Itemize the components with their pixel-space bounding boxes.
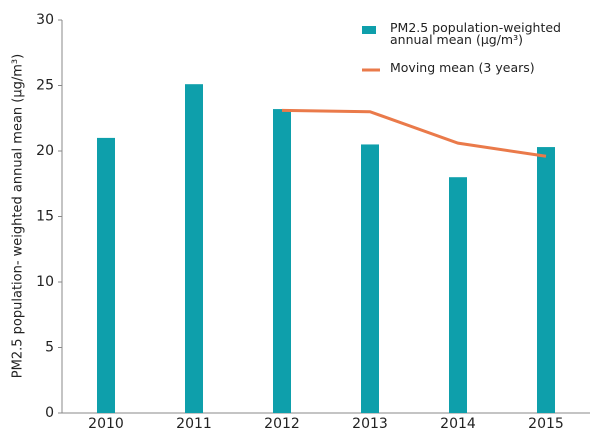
- legend-item: PM2.5 population-weighted annual mean (µ…: [390, 22, 561, 47]
- x-tick-label: 2013: [352, 416, 388, 432]
- y-tick-label: 25: [36, 78, 54, 94]
- bar: [273, 109, 291, 413]
- x-tick-label: 2015: [528, 416, 564, 432]
- x-tick-label: 2014: [440, 416, 476, 432]
- y-tick-label: 5: [45, 340, 54, 356]
- line: [281, 108, 547, 158]
- y-tick-label: 20: [36, 143, 54, 159]
- legend-swatch: [362, 26, 376, 34]
- y-tick-label: 0: [45, 405, 54, 421]
- x-tick-label: 2012: [264, 416, 300, 432]
- legend-label: Moving mean (3 years): [390, 62, 535, 75]
- bar: [185, 84, 203, 413]
- legend-item: Moving mean (3 years): [390, 62, 535, 75]
- bar: [537, 147, 555, 413]
- bar: [97, 137, 115, 413]
- y-axis-label: PM2.5 population- weighted annual mean (…: [11, 54, 26, 378]
- legend-label: PM2.5 population-weighted annual mean (µ…: [390, 22, 561, 47]
- y-tick-label: 15: [36, 209, 54, 225]
- bar: [361, 144, 379, 413]
- y-tick-label: 10: [36, 274, 54, 290]
- bar: [449, 177, 467, 413]
- x-tick-label: 2011: [176, 416, 212, 432]
- x-tick-label: 2010: [88, 416, 124, 432]
- y-tick-label: 30: [36, 12, 54, 28]
